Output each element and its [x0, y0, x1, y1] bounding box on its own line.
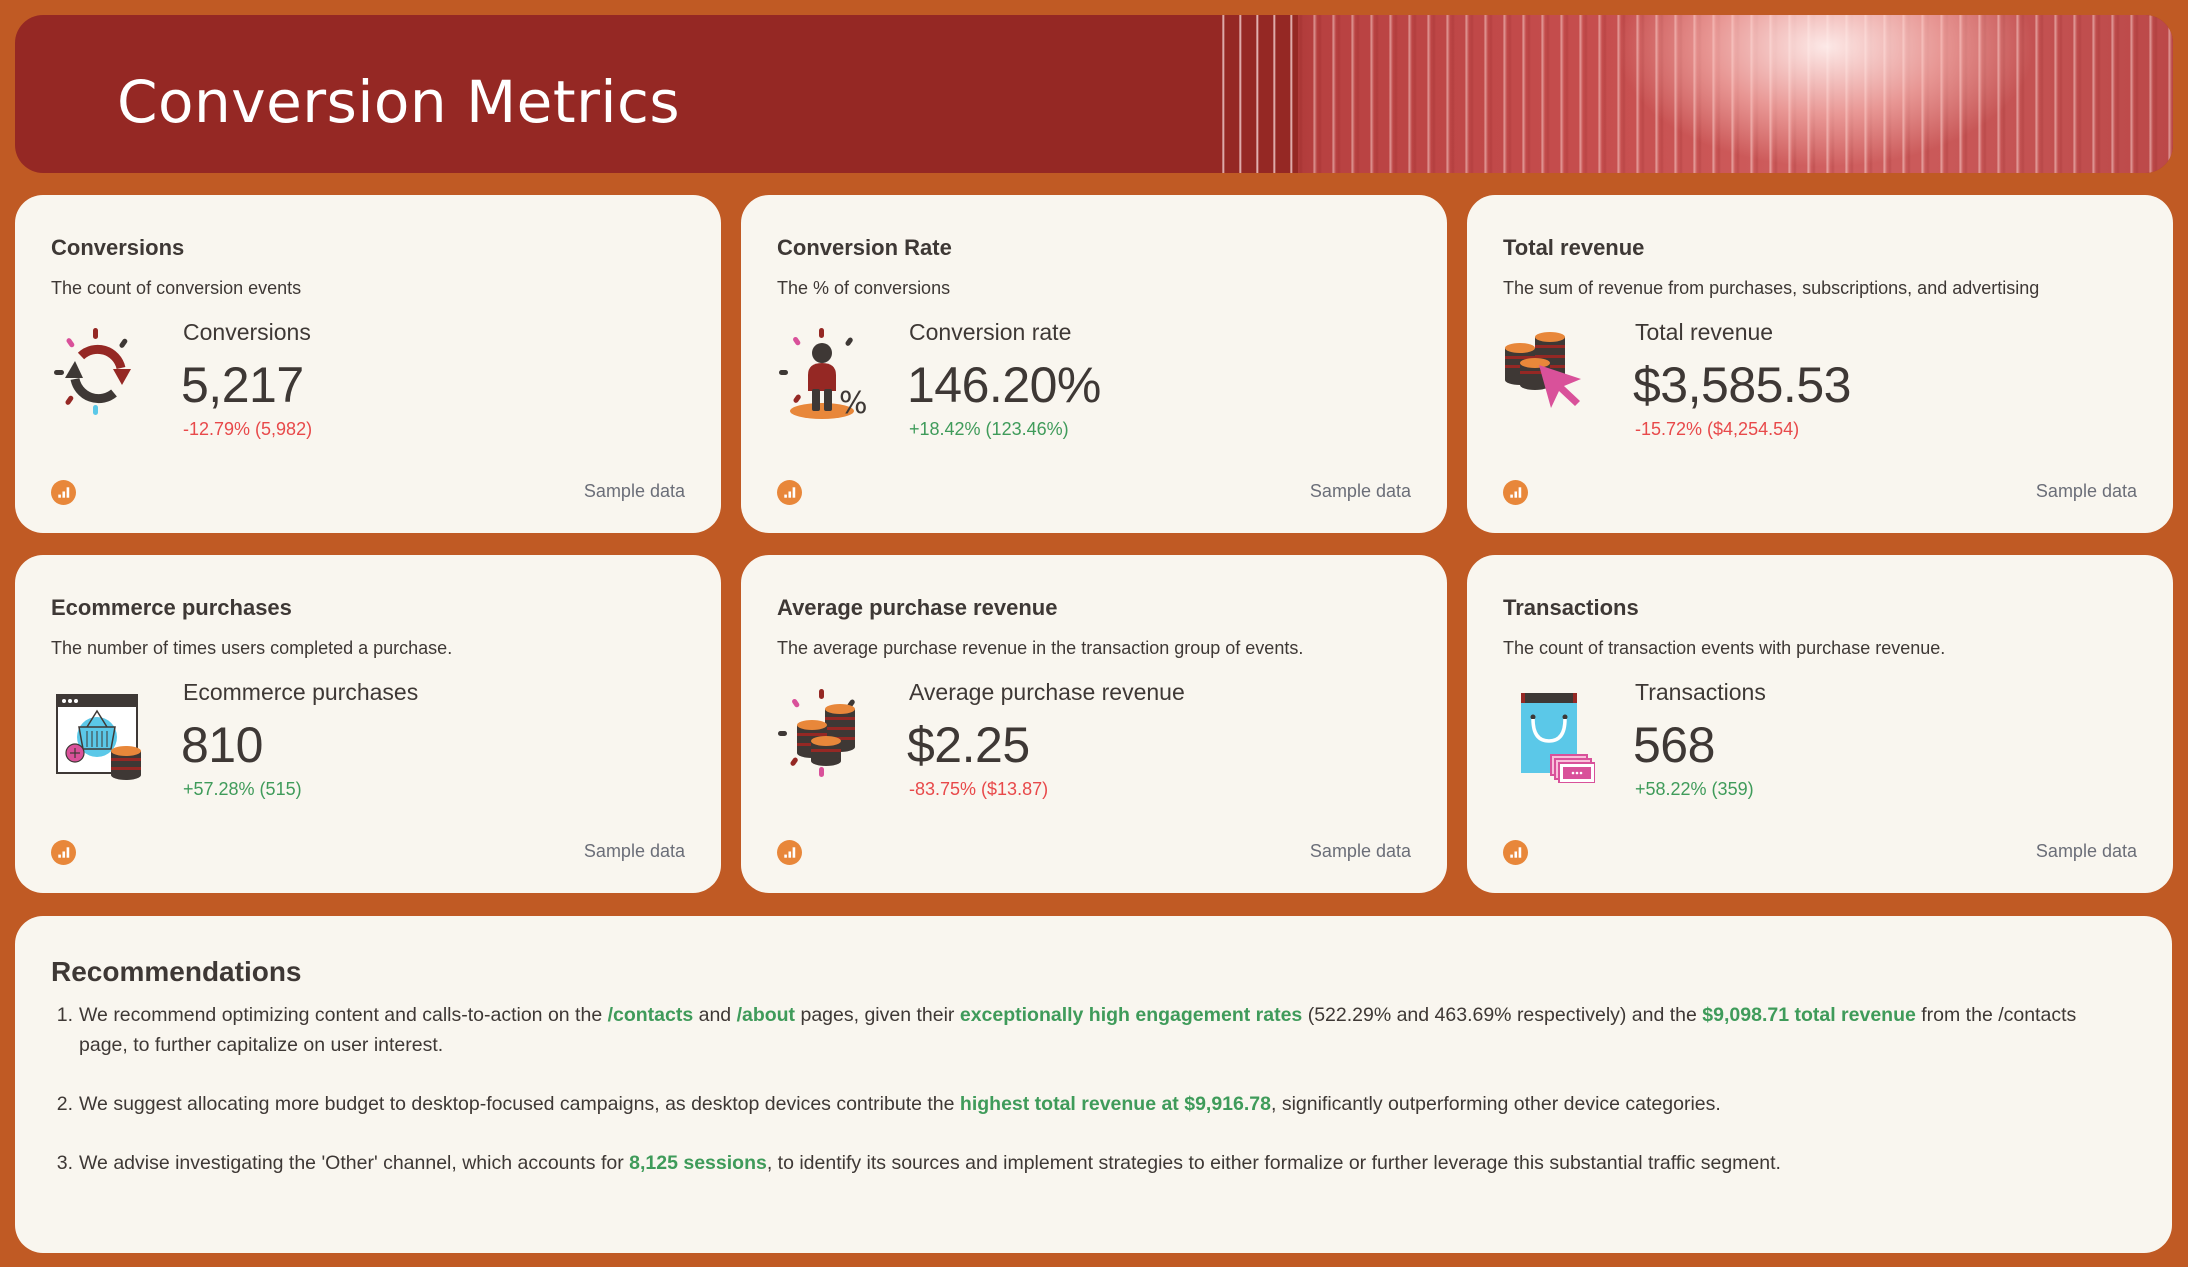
text-segment: from the /contacts page, to further capi… [79, 1004, 2077, 1056]
recommendation-number: 2. [56, 1093, 73, 1115]
page-title: Conversion Metrics [117, 68, 681, 136]
card-title: Average purchase revenue [777, 595, 1058, 620]
text-segment: We suggest allocating more budget to des… [79, 1093, 960, 1115]
metric-label: Transactions [1635, 679, 1766, 705]
recommendation-item: 2. We suggest allocating more budget to d… [51, 1089, 2112, 1119]
recommendation-item: 3. We advise investigating the 'Other' ch… [51, 1148, 2112, 1178]
sample-data-label: Sample data [583, 481, 685, 501]
recommendation-item: 1. We recommend optimizing content and ca… [51, 1000, 2112, 1060]
analytics-source-icon[interactable] [1503, 480, 1528, 505]
text-segment: (522.29% and 463.69% respectively) and t… [1302, 1004, 1703, 1026]
shopping-bag-money-icon [1521, 693, 1595, 783]
card-title: Transactions [1503, 595, 1639, 620]
recommendation-number: 1. [56, 1004, 73, 1026]
sample-data-label: Sample data [2035, 481, 2137, 501]
card-total-revenue: Total revenue The sum of revenue from pu… [1467, 195, 2173, 533]
card-average-purchase-revenue: Average purchase revenue The average pur… [741, 555, 1447, 893]
metric-value: 568 [1633, 717, 1715, 773]
recommendation-number: 3. [56, 1152, 73, 1174]
card-description: The count of conversion events [51, 278, 302, 298]
metric-value: 810 [181, 717, 263, 773]
metric-value: $2.25 [907, 717, 1030, 773]
page-header: Conversion Metrics [15, 15, 2173, 173]
metric-label: Conversions [183, 319, 311, 345]
metric-delta: -12.79% (5,982) [183, 419, 313, 439]
metric-delta: -15.72% ($4,254.54) [1635, 419, 1800, 439]
text-segment: We recommend optimizing content and call… [79, 1004, 608, 1026]
card-description: The % of conversions [777, 278, 951, 298]
metric-delta: +57.28% (515) [183, 779, 302, 799]
text-segment: We advise investigating the 'Other' chan… [79, 1152, 630, 1174]
card-description: The number of times users completed a pu… [51, 638, 453, 658]
metric-label: Conversion rate [909, 319, 1072, 345]
analytics-source-icon[interactable] [777, 840, 802, 865]
metric-value: 5,217 [181, 357, 304, 413]
card-title: Conversion Rate [777, 235, 952, 260]
recommendation-text: We advise investigating the 'Other' chan… [79, 1148, 2112, 1178]
metric-delta: -83.75% ($13.87) [909, 779, 1049, 799]
highlight-text: 8,125 sessions [629, 1152, 767, 1174]
shopping-basket-browser-icon [56, 694, 141, 780]
person-percent-icon: % [779, 328, 868, 421]
card-description: The average purchase revenue in the tran… [777, 638, 1304, 658]
header-decoration [1208, 15, 2173, 173]
metric-delta: +58.22% (359) [1635, 779, 1754, 799]
coin-stacks-icon [778, 689, 855, 777]
card-title: Ecommerce purchases [51, 595, 292, 620]
metric-label: Total revenue [1635, 319, 1774, 345]
sample-data-label: Sample data [583, 841, 685, 861]
conversion-cycle-icon [54, 328, 131, 415]
metric-value: $3,585.53 [1633, 357, 1851, 413]
coins-cursor-icon [1505, 332, 1581, 408]
text-segment: , significantly outperforming other devi… [1270, 1093, 1721, 1115]
recommendations-list: 1. We recommend optimizing content and ca… [51, 1000, 2112, 1207]
card-conversions: Conversions The count of conversion even… [15, 195, 721, 533]
card-title: Conversions [51, 235, 185, 260]
recommendation-text: We suggest allocating more budget to des… [79, 1089, 2112, 1119]
analytics-source-icon[interactable] [51, 840, 76, 865]
analytics-source-icon[interactable] [777, 480, 802, 505]
svg-text:%: % [839, 386, 868, 421]
highlight-text: /contacts [607, 1004, 694, 1026]
card-description: The sum of revenue from purchases, subsc… [1503, 278, 2040, 298]
sample-data-label: Sample data [1309, 481, 1411, 501]
text-segment: , to identify its sources and implement … [766, 1152, 1781, 1174]
sample-data-label: Sample data [1309, 841, 1411, 861]
highlight-text: /about [736, 1004, 796, 1026]
card-title: Total revenue [1503, 235, 1645, 260]
highlight-text: highest total revenue at $9,916.78 [959, 1093, 1271, 1115]
metric-value: 146.20% [907, 357, 1101, 413]
metric-label: Average purchase revenue [909, 679, 1185, 705]
analytics-source-icon[interactable] [51, 480, 76, 505]
text-segment: pages, given their [795, 1004, 960, 1026]
recommendation-text: We recommend optimizing content and call… [79, 1000, 2112, 1060]
card-description: The count of transaction events with pur… [1503, 638, 1946, 658]
sample-data-label: Sample data [2035, 841, 2137, 861]
text-segment: and [693, 1004, 737, 1026]
highlight-text: exceptionally high engagement rates [959, 1004, 1303, 1026]
card-conversion-rate: Conversion Rate The % of conversions % C… [741, 195, 1447, 533]
metric-label: Ecommerce purchases [183, 679, 419, 705]
card-ecommerce-purchases: Ecommerce purchases The number of times … [15, 555, 721, 893]
highlight-text: $9,098.71 total revenue [1702, 1004, 1916, 1026]
metric-delta: +18.42% (123.46%) [909, 419, 1069, 439]
analytics-source-icon[interactable] [1503, 840, 1528, 865]
card-transactions: Transactions The count of transaction ev… [1467, 555, 2173, 893]
recommendations-title: Recommendations [51, 956, 302, 987]
recommendations-panel: Recommendations 1. We recommend optimizin… [15, 916, 2172, 1253]
